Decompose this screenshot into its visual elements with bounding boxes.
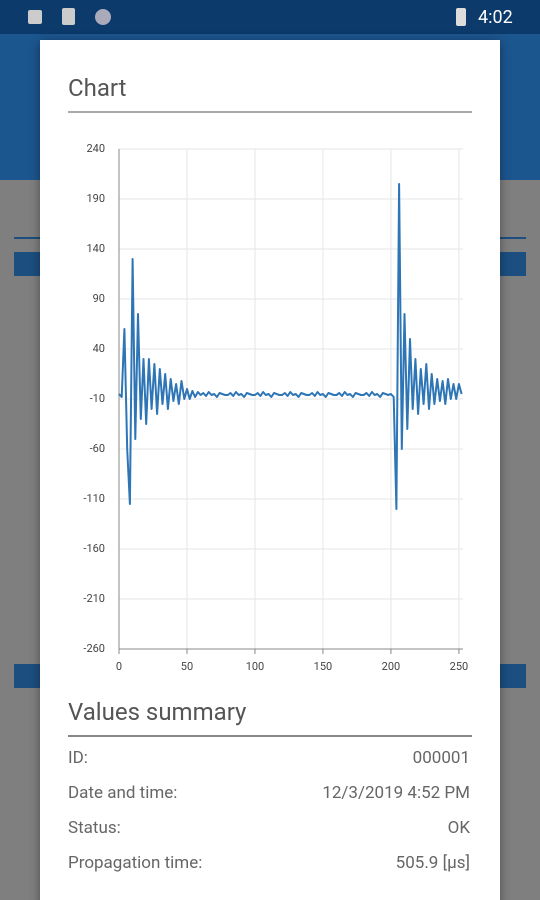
divider bbox=[68, 735, 472, 737]
summary-label: Propagation time: bbox=[68, 853, 203, 873]
x-tick-label: 0 bbox=[116, 660, 122, 673]
summary-value: 505.9 [µs] bbox=[395, 853, 470, 873]
section-title: Values summary bbox=[68, 698, 247, 726]
summary-row: Date and time: 12/3/2019 4:52 PM bbox=[68, 783, 470, 803]
summary-label: Date and time: bbox=[68, 783, 178, 803]
y-tick-label: -10 bbox=[90, 392, 105, 405]
summary-row: ID: 000001 bbox=[68, 748, 470, 768]
y-tick-label: -260 bbox=[83, 642, 105, 655]
summary-label: Status: bbox=[68, 818, 121, 838]
y-tick-label: 90 bbox=[93, 292, 105, 305]
y-tick-label: 140 bbox=[86, 242, 105, 255]
x-tick-label: 150 bbox=[314, 660, 333, 673]
status-bar: 4:02 bbox=[0, 0, 540, 34]
status-icon bbox=[62, 8, 75, 25]
y-tick-label: -60 bbox=[90, 442, 105, 455]
summary-row: Propagation time: 505.9 [µs] bbox=[68, 853, 470, 873]
summary-value: OK bbox=[447, 818, 470, 838]
y-tick-label: 190 bbox=[86, 192, 105, 205]
y-tick-label: -210 bbox=[83, 592, 105, 605]
x-tick-label: 100 bbox=[246, 660, 265, 673]
data-line bbox=[118, 183, 463, 510]
x-tick-label: 250 bbox=[450, 660, 469, 673]
summary-label: ID: bbox=[68, 748, 88, 768]
battery-icon bbox=[456, 8, 466, 26]
x-tick-label: 200 bbox=[382, 660, 401, 673]
dialog bbox=[40, 40, 500, 900]
summary-value: 000001 bbox=[412, 748, 470, 768]
y-tick-label: 40 bbox=[93, 342, 105, 355]
dialog-title: Chart bbox=[68, 74, 127, 102]
summary-value: 12/3/2019 4:52 PM bbox=[322, 783, 470, 803]
status-icon bbox=[28, 10, 42, 24]
x-tick-label: 50 bbox=[181, 660, 193, 673]
divider bbox=[68, 111, 472, 113]
y-tick-label: -110 bbox=[83, 492, 105, 505]
chart: -260 -210 -160 -110 -60 -10 40 90 140 190 240 0 50 10… bbox=[83, 142, 469, 673]
y-tick-label: -160 bbox=[83, 542, 105, 555]
status-icon bbox=[95, 9, 111, 25]
y-tick-label: 240 bbox=[86, 142, 105, 155]
clock: 4:02 bbox=[478, 7, 513, 28]
summary-row: Status: OK bbox=[68, 818, 470, 838]
